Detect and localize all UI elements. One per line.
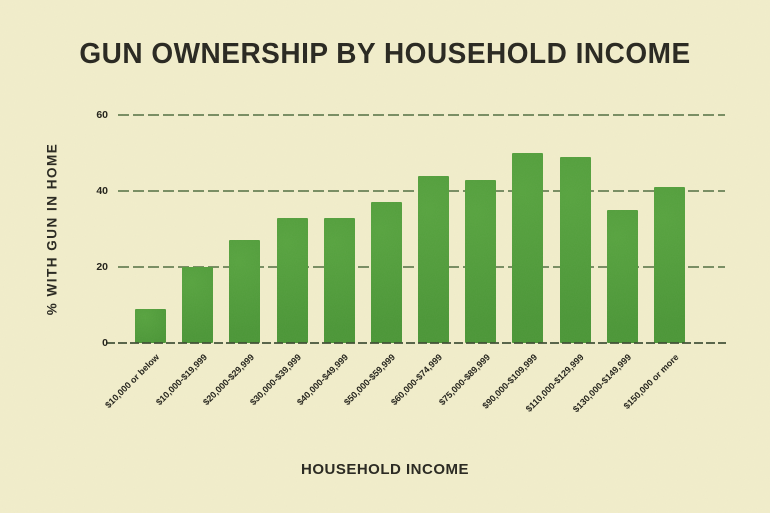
bar-7: [418, 175, 450, 343]
x-tick-label-1: $10,000 or below: [103, 352, 162, 411]
bar-3: [229, 240, 261, 343]
x-axis-baseline: [106, 342, 726, 344]
y-tick-label-60: 60: [96, 109, 108, 121]
bar-10: [559, 156, 591, 343]
y-tick-label-40: 40: [96, 185, 108, 197]
bar-5: [323, 217, 355, 343]
y-axis-title: % WITH GUN IN HOME: [44, 142, 60, 316]
gridline-60: [118, 114, 725, 116]
bar-12: [653, 187, 685, 343]
bar-8: [465, 179, 497, 343]
y-tick-label-0: 0: [102, 337, 108, 349]
bar-6: [370, 202, 402, 343]
bar-2: [182, 267, 214, 343]
y-tick-label-20: 20: [96, 261, 108, 273]
bar-11: [606, 210, 638, 343]
chart-title: GUN OWNERSHIP BY HOUSEHOLD INCOME: [79, 37, 691, 70]
plot-area: [118, 114, 725, 343]
bar-1: [135, 308, 166, 343]
bar-4: [276, 217, 308, 343]
x-axis-title: HOUSEHOLD INCOME: [300, 461, 469, 478]
bar-9: [512, 153, 544, 343]
